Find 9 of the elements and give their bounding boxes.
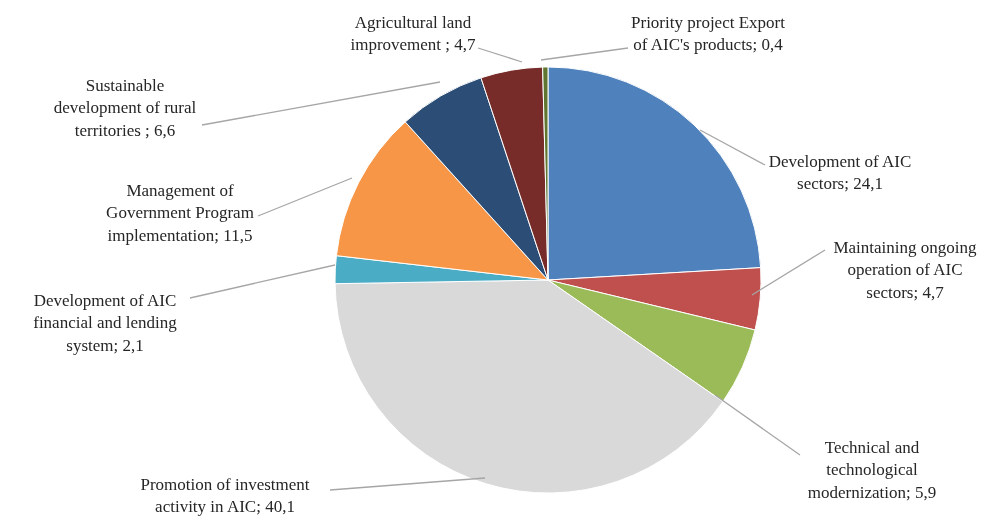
slice-label: Development of AIC sectors; 24,1 [768,151,912,194]
slice-label: Priority project Export of AIC's products; 0,4 [631,12,786,55]
slice-label: Agricultural land improvement ; 4,7 [350,12,477,55]
slice-label: Maintaining ongoing operation of AIC sectors; 4,7 [833,237,978,302]
slice-label: Development of AIC financial and lending system; 2,1 [33,290,178,355]
slice-label: Management of Government Program implementation; 11,5 [106,180,254,245]
slice-label: Technical and technological modernization; 5,9 [807,437,937,502]
slice-label: Sustainable development of rural territories ; 6,6 [53,75,197,140]
slice-label: Promotion of investment activity in AIC; 40,1 [140,474,310,517]
